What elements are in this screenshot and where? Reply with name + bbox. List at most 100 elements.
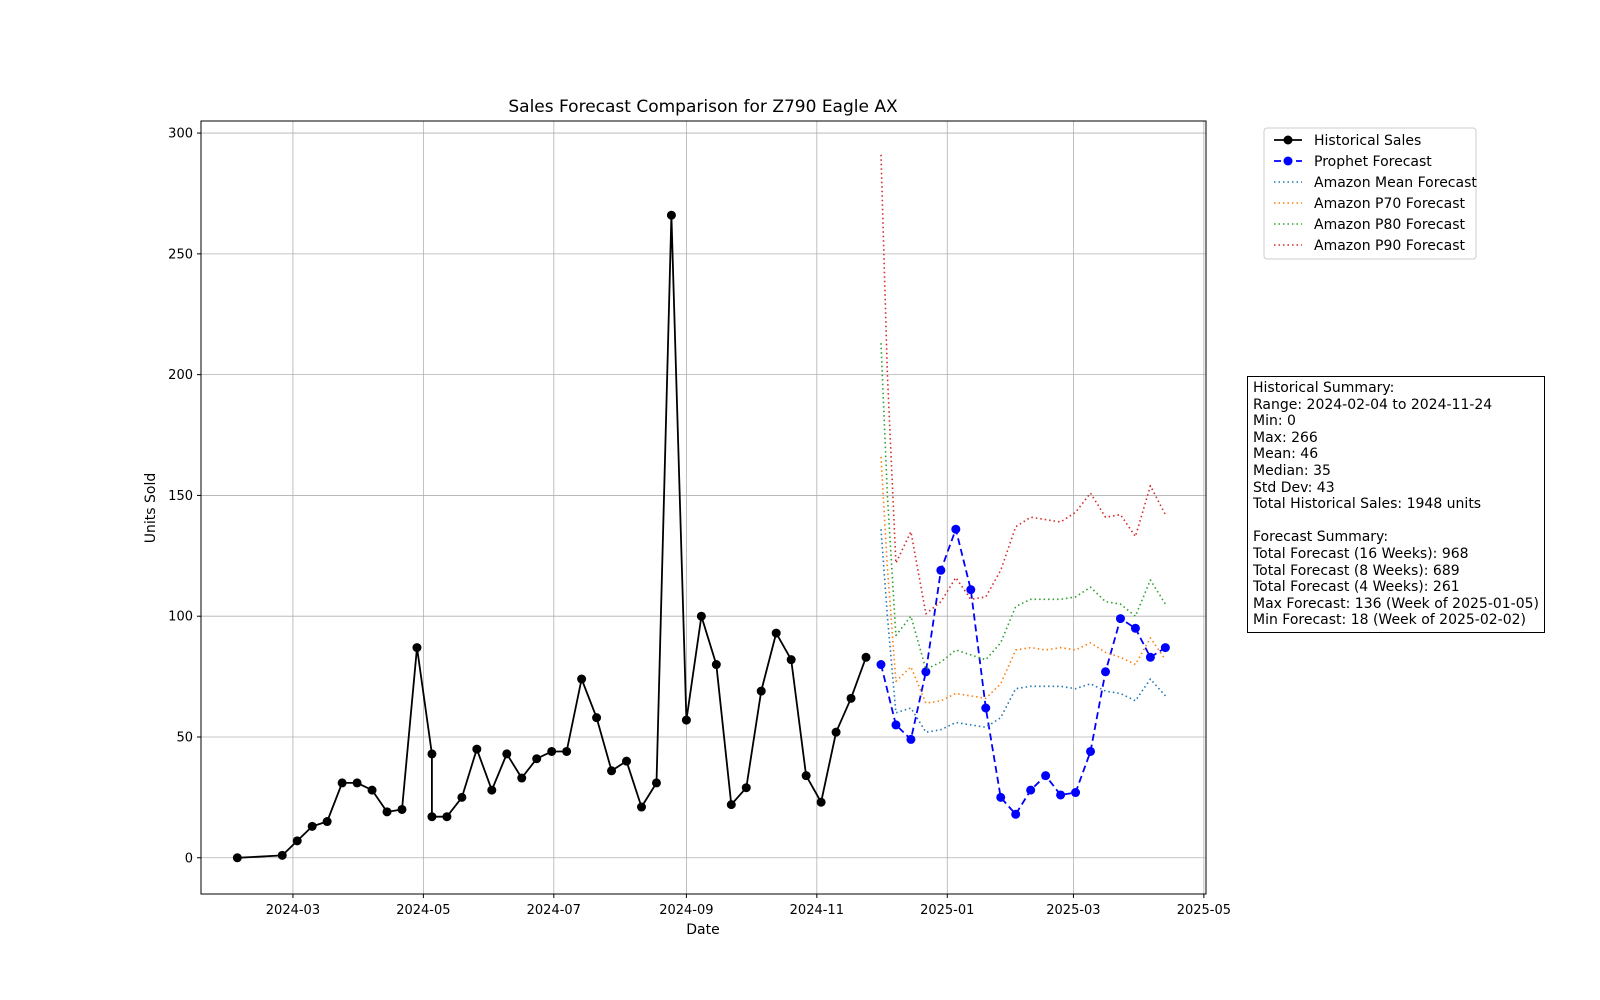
data-point	[307, 821, 317, 831]
data-point	[1101, 667, 1110, 677]
data-point	[711, 660, 721, 670]
data-point	[651, 778, 661, 788]
data-point	[936, 565, 946, 575]
data-point	[232, 853, 242, 863]
data-point	[442, 812, 452, 822]
data-point	[636, 802, 646, 812]
y-tick-label: 50	[176, 730, 193, 745]
data-point	[472, 744, 482, 754]
summary-line: Max Forecast: 136 (Week of 2025-01-05)	[1253, 595, 1540, 612]
y-tick-label: 150	[168, 489, 193, 504]
series-line-5	[880, 154, 1167, 615]
data-point	[1071, 788, 1081, 798]
data-point	[277, 850, 287, 860]
summary-text-box: Historical Summary: Range: 2024-02-04 to …	[1247, 376, 1546, 633]
data-point	[562, 746, 572, 756]
summary-line: Max: 266	[1253, 429, 1318, 446]
legend-marker	[1283, 156, 1293, 166]
x-tick-label: 2025-05	[1177, 903, 1231, 918]
x-tick-label: 2024-09	[659, 903, 713, 918]
y-tick-label: 200	[168, 368, 193, 383]
data-point	[622, 756, 632, 766]
summary-line: Total Forecast (4 Weeks): 261	[1253, 579, 1460, 596]
x-tick-label: 2024-11	[790, 903, 844, 918]
data-point	[1130, 623, 1140, 633]
x-axis-label: Date	[686, 922, 719, 938]
data-point	[427, 812, 437, 822]
summary-line: Min Forecast: 18 (Week of 2025-02-02)	[1253, 612, 1526, 629]
data-point	[577, 674, 587, 684]
summary-line: Total Forecast (16 Weeks): 968	[1253, 545, 1469, 562]
y-tick-label: 100	[168, 610, 193, 625]
data-point	[771, 628, 781, 638]
data-point	[1026, 785, 1036, 795]
x-tick-label: 2025-01	[920, 903, 974, 918]
axis-ticks: 0 50 100 150 200 250 300 2024-03 2024-05 2024-07 2…	[168, 127, 1231, 918]
data-point	[921, 667, 931, 677]
summary-line: Historical Summary:	[1253, 380, 1395, 396]
data-point	[1056, 790, 1066, 800]
data-point	[861, 652, 871, 662]
x-tick-label: 2024-07	[527, 903, 581, 918]
legend-frame	[1263, 127, 1477, 260]
legend-label: Amazon P90 Forecast	[1314, 238, 1465, 254]
data-point	[891, 720, 901, 730]
data-point	[846, 693, 856, 703]
summary-line: Mean: 46	[1253, 446, 1319, 463]
data-point	[981, 703, 991, 713]
legend-label: Historical Sales	[1314, 133, 1421, 149]
data-point	[517, 773, 527, 783]
data-point	[831, 727, 841, 737]
summary-line: Forecast Summary:	[1253, 529, 1389, 546]
data-point	[666, 210, 676, 220]
data-point	[457, 792, 467, 802]
series-line-3	[880, 456, 1167, 705]
legend-label: Amazon Mean Forecast	[1314, 175, 1477, 191]
y-axis-label: Units Sold	[143, 473, 159, 543]
data-point	[607, 766, 617, 776]
summary-line: Std Dev: 43	[1253, 479, 1335, 496]
data-point	[801, 771, 811, 781]
grid-lines	[201, 121, 1206, 894]
legend-label: Prophet Forecast	[1314, 154, 1432, 170]
data-point	[996, 792, 1006, 802]
data-point	[322, 817, 332, 827]
data-point	[951, 524, 961, 534]
summary-line	[1253, 513, 1539, 530]
y-tick-label: 250	[168, 247, 193, 262]
chart-title: Sales Forecast Comparison for Z790 Eagle…	[508, 97, 898, 117]
y-tick-label: 0	[185, 851, 193, 866]
plot-area-frame	[200, 120, 1207, 895]
data-point	[547, 746, 557, 756]
summary-line: Median: 35	[1253, 462, 1331, 479]
x-tick-label: 2025-03	[1046, 903, 1100, 918]
summary-line: Total Historical Sales: 1948 units	[1253, 496, 1482, 513]
summary-line: Total Forecast (8 Weeks): 689	[1253, 562, 1460, 579]
series-line-1	[880, 528, 1166, 816]
data-point	[741, 783, 751, 793]
data-point	[397, 804, 407, 814]
data-point	[382, 807, 392, 817]
data-point	[367, 785, 377, 795]
data-point	[532, 754, 542, 764]
data-point	[696, 611, 706, 621]
data-point	[966, 585, 976, 595]
series-line-0	[237, 214, 867, 859]
data-point	[1086, 746, 1096, 756]
data-point	[1011, 809, 1021, 819]
series-line-2	[880, 529, 1166, 734]
legend-label: Amazon P80 Forecast	[1314, 217, 1465, 233]
data-point	[1115, 614, 1125, 624]
data-point	[816, 797, 826, 807]
data-point	[786, 655, 796, 665]
series-layer	[232, 154, 1170, 863]
data-point	[1145, 652, 1155, 662]
data-point	[1041, 771, 1051, 781]
data-point	[427, 749, 437, 759]
data-point	[592, 713, 602, 723]
data-point	[337, 778, 347, 788]
data-point	[726, 800, 736, 810]
x-tick-label: 2024-03	[266, 903, 320, 918]
summary-line: Range: 2024-02-04 to 2024-11-24	[1253, 396, 1493, 413]
